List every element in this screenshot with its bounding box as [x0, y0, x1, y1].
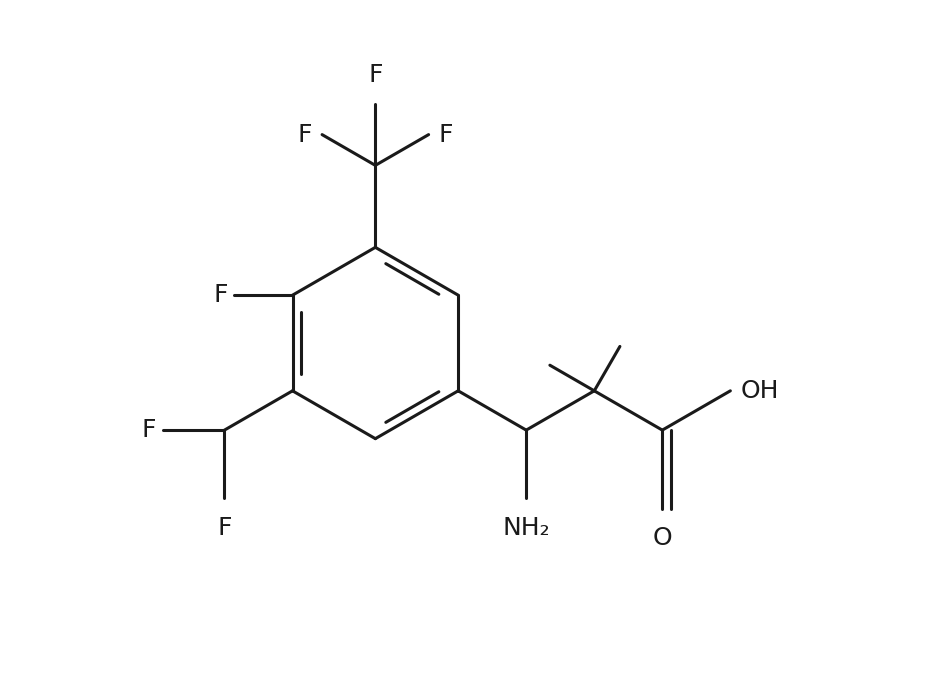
Text: F: F	[298, 123, 312, 147]
Text: NH₂: NH₂	[502, 515, 550, 539]
Text: F: F	[218, 515, 232, 539]
Text: F: F	[213, 283, 228, 307]
Text: O: O	[653, 525, 673, 549]
Text: F: F	[439, 123, 453, 147]
Text: OH: OH	[740, 379, 779, 403]
Text: F: F	[141, 418, 156, 442]
Text: F: F	[368, 63, 382, 87]
